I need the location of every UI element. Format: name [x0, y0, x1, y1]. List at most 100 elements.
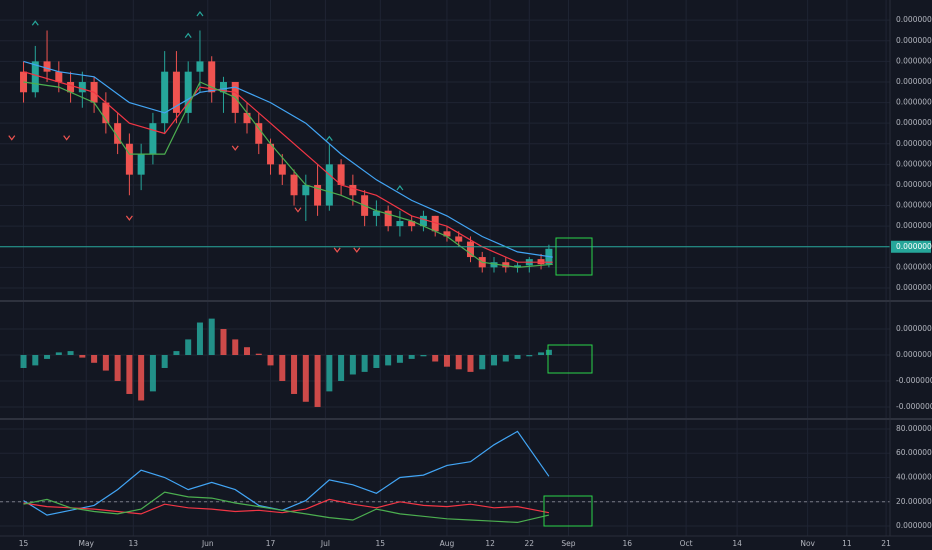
candle-body [114, 123, 122, 144]
candle-body [490, 262, 498, 268]
candle-body [455, 236, 463, 242]
candle-body [78, 81, 86, 93]
candle-body [184, 71, 192, 113]
x-tick-label: Sep [561, 539, 575, 548]
y-tick-label: 0.00000014 [896, 201, 932, 210]
candle-body [419, 215, 427, 227]
histogram-bar [196, 322, 203, 355]
y-tick-label: 0.00000002 [896, 324, 932, 333]
signal-marker [31, 20, 39, 26]
histogram-bar [79, 354, 86, 358]
highlight-box [543, 495, 593, 527]
y-tick-label: 0.00000012 [896, 221, 932, 230]
y-tick-label: 0.00000000 [896, 521, 932, 530]
candle-body [67, 81, 75, 93]
y-tick-label: 0.00000024 [896, 98, 932, 107]
candle-body [278, 164, 286, 175]
indicator-line [23, 491, 550, 524]
candle-body [243, 112, 251, 124]
histogram-bar [361, 354, 368, 372]
candle-body [325, 164, 333, 206]
histogram-bar [514, 354, 521, 359]
x-tick-label: 16 [623, 539, 633, 548]
y-tick-label: 0.00000030 [896, 36, 932, 45]
histogram-bar [291, 354, 298, 394]
histogram-bar [526, 354, 533, 357]
histogram-bar [396, 354, 403, 363]
candle-body [396, 221, 404, 227]
histogram-bar [455, 354, 462, 370]
y-tick-label: 80.00000000 [896, 424, 932, 433]
histogram-bar [279, 354, 286, 381]
y-tick-label: 40.00000000 [896, 473, 932, 482]
histogram-bar [385, 354, 392, 366]
histogram-bar [102, 354, 109, 371]
candle-body [290, 174, 298, 196]
histogram-bar [114, 354, 121, 381]
histogram-bar [255, 353, 262, 355]
x-tick-label: 15 [376, 539, 386, 548]
candle-body [349, 184, 357, 196]
candle-body [302, 184, 310, 196]
histogram-bar [467, 354, 474, 372]
x-tick-label: Aug [440, 539, 455, 548]
histogram-bar [149, 354, 156, 392]
histogram-bar [491, 354, 498, 366]
histogram-bar [479, 354, 486, 370]
x-tick-label: 11 [842, 539, 852, 548]
candle-body [443, 231, 451, 237]
x-tick-label: Oct [680, 539, 693, 548]
candle-body [502, 262, 510, 268]
candle-body [196, 61, 204, 72]
histogram-bar [20, 354, 27, 368]
y-tick-label: 60.00000000 [896, 448, 932, 457]
histogram-bar [349, 354, 356, 375]
y-tick-label: -0.00000004 [896, 402, 932, 411]
candle-body [255, 123, 263, 144]
candle-body [31, 61, 39, 93]
histogram-bar [408, 354, 415, 359]
histogram-bar [208, 318, 215, 355]
x-tick-label: Nov [800, 539, 815, 548]
x-tick-label: Jul [320, 539, 330, 548]
candle-body [431, 215, 439, 232]
histogram-bar [502, 354, 509, 362]
candle-body [337, 164, 345, 185]
histogram-bar [545, 349, 552, 355]
histogram-bar [161, 354, 168, 368]
histogram-bar [67, 351, 74, 355]
candle-body [161, 71, 169, 124]
histogram-bar [55, 352, 62, 355]
signal-marker [294, 207, 302, 213]
histogram-bar [126, 354, 133, 394]
x-tick-label: 12 [485, 539, 495, 548]
y-tick-label: 0.00000022 [896, 118, 932, 127]
x-tick-label: Jun [201, 539, 214, 548]
y-tick-label: 20.00000000 [896, 497, 932, 506]
signal-marker [333, 247, 341, 253]
histogram-bar [44, 354, 51, 359]
histogram-bar [232, 339, 239, 355]
x-tick-label: 17 [266, 539, 276, 548]
highlight-box [547, 344, 593, 374]
last-price-tag [891, 240, 931, 253]
candle-body [125, 143, 133, 175]
y-tick-label: 0.00000026 [896, 77, 932, 86]
signal-marker [8, 135, 16, 141]
candle-body [208, 61, 216, 93]
signal-marker [63, 135, 71, 141]
histogram-bar [138, 354, 145, 401]
signal-marker [396, 185, 404, 191]
y-tick-label: 0.00000008 [896, 262, 932, 271]
candle-body [219, 81, 227, 93]
candle-body [384, 210, 392, 227]
x-tick-label: 14 [732, 539, 742, 548]
y-tick-label: 0.00000028 [896, 56, 932, 65]
y-tick-label: 0.00000006 [896, 283, 932, 292]
candle-body [466, 241, 474, 258]
x-tick-label: 22 [525, 539, 535, 548]
x-tick-label: May [78, 539, 94, 548]
histogram-bar [420, 354, 427, 357]
